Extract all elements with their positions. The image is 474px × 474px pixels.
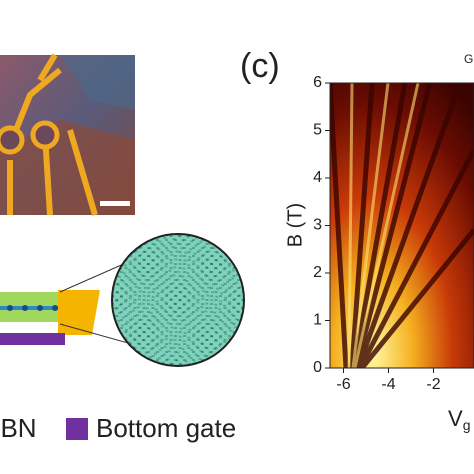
x-tick-label: -2 bbox=[426, 376, 440, 393]
y-axis-label: B (T) bbox=[284, 203, 306, 247]
schematic bbox=[0, 233, 245, 367]
y-tick-label: 0 bbox=[313, 359, 322, 376]
legend-label: Bottom gate bbox=[96, 413, 236, 443]
y-tick-label: 3 bbox=[313, 217, 322, 234]
corner-text: G bbox=[464, 52, 473, 66]
y-tick-label: 6 bbox=[313, 74, 322, 91]
y-tick-label: 1 bbox=[313, 312, 322, 329]
heatmap bbox=[330, 83, 474, 368]
legend-swatch bbox=[66, 418, 88, 440]
y-tick-label: 4 bbox=[313, 169, 322, 186]
x-tick-label: -4 bbox=[381, 376, 395, 393]
legend: hBN Bottom gate bbox=[0, 413, 236, 443]
legend-label: hBN bbox=[0, 413, 37, 443]
x-axis-label: Vg bbox=[448, 406, 470, 433]
x-tick-label: -6 bbox=[336, 376, 350, 393]
micrograph bbox=[0, 53, 135, 216]
y-tick-label: 5 bbox=[313, 122, 322, 139]
y-tick-label: 2 bbox=[313, 264, 322, 281]
panel-label: (c) bbox=[240, 47, 280, 85]
